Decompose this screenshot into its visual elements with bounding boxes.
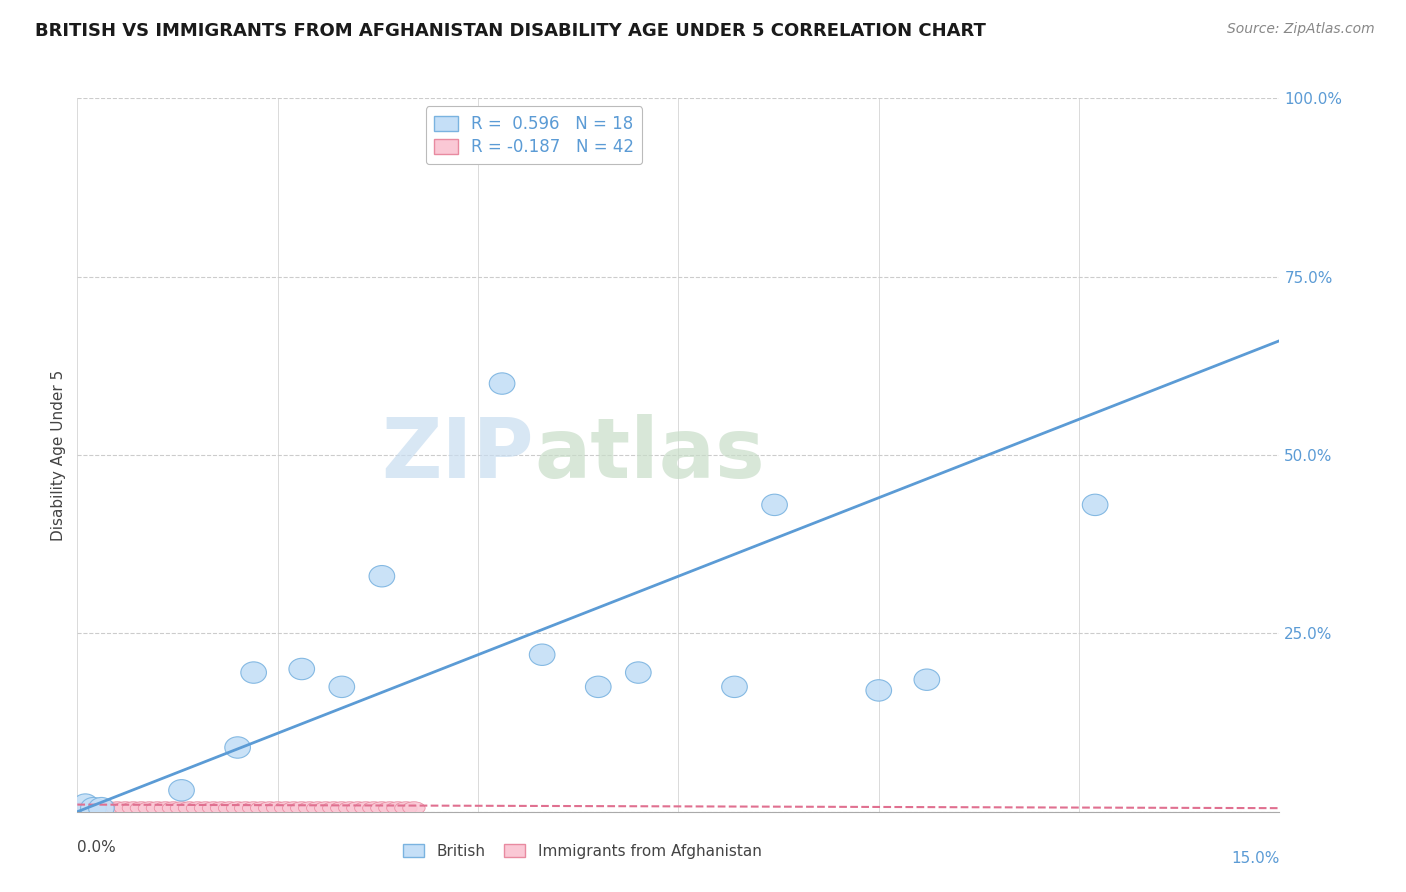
Ellipse shape [283, 802, 305, 814]
Ellipse shape [762, 494, 787, 516]
Ellipse shape [626, 662, 651, 683]
Ellipse shape [187, 802, 208, 814]
Ellipse shape [75, 802, 97, 814]
Ellipse shape [298, 802, 321, 814]
Ellipse shape [169, 780, 194, 801]
Ellipse shape [90, 802, 112, 814]
Ellipse shape [274, 802, 297, 814]
Ellipse shape [82, 802, 104, 814]
Ellipse shape [339, 802, 361, 814]
Ellipse shape [363, 802, 385, 814]
Ellipse shape [489, 373, 515, 394]
Ellipse shape [914, 669, 939, 690]
Ellipse shape [240, 662, 267, 683]
Ellipse shape [242, 802, 264, 814]
Ellipse shape [368, 566, 395, 587]
Ellipse shape [80, 797, 107, 819]
Ellipse shape [122, 802, 145, 814]
Ellipse shape [1083, 494, 1108, 516]
Text: BRITISH VS IMMIGRANTS FROM AFGHANISTAN DISABILITY AGE UNDER 5 CORRELATION CHART: BRITISH VS IMMIGRANTS FROM AFGHANISTAN D… [35, 22, 986, 40]
Text: Source: ZipAtlas.com: Source: ZipAtlas.com [1227, 22, 1375, 37]
Text: ZIP: ZIP [381, 415, 534, 495]
Y-axis label: Disability Age Under 5: Disability Age Under 5 [51, 369, 66, 541]
Ellipse shape [170, 802, 193, 814]
Ellipse shape [866, 680, 891, 701]
Ellipse shape [288, 658, 315, 680]
Ellipse shape [131, 802, 153, 814]
Ellipse shape [267, 802, 288, 814]
Ellipse shape [387, 802, 409, 814]
Legend: British, Immigrants from Afghanistan: British, Immigrants from Afghanistan [396, 838, 768, 864]
Ellipse shape [114, 802, 136, 814]
Ellipse shape [73, 794, 98, 815]
Ellipse shape [529, 644, 555, 665]
Ellipse shape [89, 797, 114, 819]
Ellipse shape [225, 737, 250, 758]
Ellipse shape [402, 802, 425, 814]
Ellipse shape [347, 802, 368, 814]
Text: atlas: atlas [534, 415, 765, 495]
Ellipse shape [202, 802, 225, 814]
Ellipse shape [371, 802, 394, 814]
Ellipse shape [98, 802, 121, 814]
Text: 0.0%: 0.0% [77, 840, 117, 855]
Ellipse shape [315, 802, 337, 814]
Ellipse shape [107, 802, 128, 814]
Ellipse shape [226, 802, 249, 814]
Ellipse shape [395, 802, 418, 814]
Ellipse shape [194, 802, 217, 814]
Ellipse shape [721, 676, 748, 698]
Ellipse shape [218, 802, 240, 814]
Ellipse shape [235, 802, 257, 814]
Ellipse shape [146, 802, 169, 814]
Ellipse shape [179, 802, 201, 814]
Ellipse shape [329, 676, 354, 698]
Ellipse shape [291, 802, 314, 814]
Ellipse shape [585, 676, 612, 698]
Ellipse shape [330, 802, 353, 814]
Ellipse shape [211, 802, 233, 814]
Ellipse shape [250, 802, 273, 814]
Ellipse shape [307, 802, 329, 814]
Ellipse shape [378, 802, 401, 814]
Ellipse shape [354, 802, 377, 814]
Text: 15.0%: 15.0% [1232, 851, 1279, 866]
Ellipse shape [155, 802, 177, 814]
Ellipse shape [138, 802, 160, 814]
Ellipse shape [322, 802, 344, 814]
Ellipse shape [162, 802, 184, 814]
Ellipse shape [259, 802, 281, 814]
